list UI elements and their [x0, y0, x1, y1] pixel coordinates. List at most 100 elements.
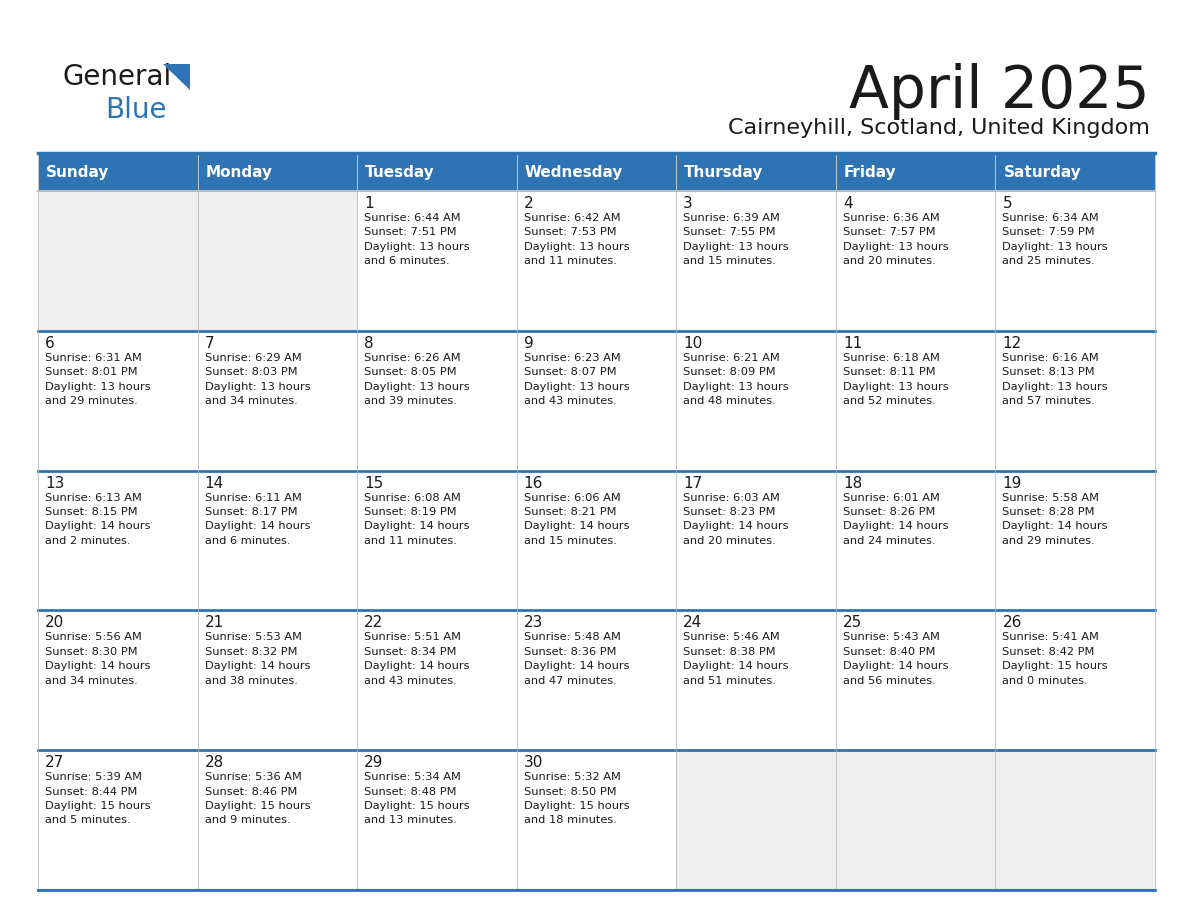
- Text: 11: 11: [842, 336, 862, 351]
- Text: Friday: Friday: [843, 164, 897, 180]
- Bar: [38, 610, 197, 750]
- Text: Sunrise: 5:36 AM
Sunset: 8:46 PM
Daylight: 15 hours
and 9 minutes.: Sunrise: 5:36 AM Sunset: 8:46 PM Dayligh…: [204, 772, 310, 825]
- Text: 8: 8: [365, 336, 374, 351]
- Bar: [38, 330, 197, 471]
- Text: Sunrise: 6:36 AM
Sunset: 7:57 PM
Daylight: 13 hours
and 20 minutes.: Sunrise: 6:36 AM Sunset: 7:57 PM Dayligh…: [842, 213, 948, 266]
- Bar: [358, 191, 517, 330]
- Text: Blue: Blue: [105, 96, 166, 124]
- Text: Monday: Monday: [206, 164, 272, 180]
- Text: 9: 9: [524, 336, 533, 351]
- Bar: [836, 191, 996, 330]
- Text: Sunrise: 6:18 AM
Sunset: 8:11 PM
Daylight: 13 hours
and 52 minutes.: Sunrise: 6:18 AM Sunset: 8:11 PM Dayligh…: [842, 353, 948, 406]
- Text: General: General: [62, 63, 171, 91]
- Text: 25: 25: [842, 615, 862, 631]
- Text: Sunrise: 5:41 AM
Sunset: 8:42 PM
Daylight: 15 hours
and 0 minutes.: Sunrise: 5:41 AM Sunset: 8:42 PM Dayligh…: [1003, 633, 1108, 686]
- Bar: [517, 610, 676, 750]
- Bar: [38, 191, 197, 330]
- Text: Sunrise: 5:46 AM
Sunset: 8:38 PM
Daylight: 14 hours
and 51 minutes.: Sunrise: 5:46 AM Sunset: 8:38 PM Dayligh…: [683, 633, 789, 686]
- Text: Sunrise: 6:03 AM
Sunset: 8:23 PM
Daylight: 14 hours
and 20 minutes.: Sunrise: 6:03 AM Sunset: 8:23 PM Dayligh…: [683, 493, 789, 546]
- Text: 23: 23: [524, 615, 543, 631]
- Text: Sunrise: 6:34 AM
Sunset: 7:59 PM
Daylight: 13 hours
and 25 minutes.: Sunrise: 6:34 AM Sunset: 7:59 PM Dayligh…: [1003, 213, 1108, 266]
- Text: Sunrise: 5:48 AM
Sunset: 8:36 PM
Daylight: 14 hours
and 47 minutes.: Sunrise: 5:48 AM Sunset: 8:36 PM Dayligh…: [524, 633, 630, 686]
- Text: Cairneyhill, Scotland, United Kingdom: Cairneyhill, Scotland, United Kingdom: [728, 118, 1150, 138]
- Text: 13: 13: [45, 476, 64, 490]
- Text: 10: 10: [683, 336, 702, 351]
- Text: 2: 2: [524, 196, 533, 211]
- Polygon shape: [163, 64, 190, 90]
- Text: Sunrise: 5:39 AM
Sunset: 8:44 PM
Daylight: 15 hours
and 5 minutes.: Sunrise: 5:39 AM Sunset: 8:44 PM Dayligh…: [45, 772, 151, 825]
- Text: Sunrise: 6:29 AM
Sunset: 8:03 PM
Daylight: 13 hours
and 34 minutes.: Sunrise: 6:29 AM Sunset: 8:03 PM Dayligh…: [204, 353, 310, 406]
- Text: Sunrise: 5:43 AM
Sunset: 8:40 PM
Daylight: 14 hours
and 56 minutes.: Sunrise: 5:43 AM Sunset: 8:40 PM Dayligh…: [842, 633, 948, 686]
- Bar: [197, 191, 358, 330]
- Text: 19: 19: [1003, 476, 1022, 490]
- Text: Sunrise: 6:44 AM
Sunset: 7:51 PM
Daylight: 13 hours
and 6 minutes.: Sunrise: 6:44 AM Sunset: 7:51 PM Dayligh…: [365, 213, 469, 266]
- Text: Sunrise: 5:56 AM
Sunset: 8:30 PM
Daylight: 14 hours
and 34 minutes.: Sunrise: 5:56 AM Sunset: 8:30 PM Dayligh…: [45, 633, 151, 686]
- Text: 29: 29: [365, 756, 384, 770]
- Text: 17: 17: [683, 476, 702, 490]
- Bar: [38, 471, 197, 610]
- Text: 5: 5: [1003, 196, 1012, 211]
- Text: 21: 21: [204, 615, 223, 631]
- Bar: [358, 330, 517, 471]
- Text: 12: 12: [1003, 336, 1022, 351]
- Bar: [836, 750, 996, 890]
- Text: Sunrise: 5:51 AM
Sunset: 8:34 PM
Daylight: 14 hours
and 43 minutes.: Sunrise: 5:51 AM Sunset: 8:34 PM Dayligh…: [365, 633, 469, 686]
- Text: 24: 24: [683, 615, 702, 631]
- Text: 20: 20: [45, 615, 64, 631]
- Text: Sunrise: 5:32 AM
Sunset: 8:50 PM
Daylight: 15 hours
and 18 minutes.: Sunrise: 5:32 AM Sunset: 8:50 PM Dayligh…: [524, 772, 630, 825]
- Bar: [996, 750, 1155, 890]
- Text: 22: 22: [365, 615, 384, 631]
- Text: Sunrise: 6:06 AM
Sunset: 8:21 PM
Daylight: 14 hours
and 15 minutes.: Sunrise: 6:06 AM Sunset: 8:21 PM Dayligh…: [524, 493, 630, 546]
- Bar: [358, 471, 517, 610]
- Bar: [358, 610, 517, 750]
- Text: 26: 26: [1003, 615, 1022, 631]
- Text: 27: 27: [45, 756, 64, 770]
- Bar: [676, 471, 836, 610]
- Bar: [517, 191, 676, 330]
- Text: 6: 6: [45, 336, 55, 351]
- Bar: [38, 750, 197, 890]
- Bar: [836, 610, 996, 750]
- Bar: [996, 153, 1155, 191]
- Bar: [996, 610, 1155, 750]
- Bar: [197, 750, 358, 890]
- Bar: [358, 153, 517, 191]
- Bar: [836, 471, 996, 610]
- Text: Sunrise: 6:31 AM
Sunset: 8:01 PM
Daylight: 13 hours
and 29 minutes.: Sunrise: 6:31 AM Sunset: 8:01 PM Dayligh…: [45, 353, 151, 406]
- Bar: [197, 471, 358, 610]
- Text: Thursday: Thursday: [684, 164, 764, 180]
- Text: Sunrise: 6:13 AM
Sunset: 8:15 PM
Daylight: 14 hours
and 2 minutes.: Sunrise: 6:13 AM Sunset: 8:15 PM Dayligh…: [45, 493, 151, 546]
- Text: April 2025: April 2025: [849, 63, 1150, 120]
- Text: 16: 16: [524, 476, 543, 490]
- Text: 28: 28: [204, 756, 223, 770]
- Text: Sunrise: 6:08 AM
Sunset: 8:19 PM
Daylight: 14 hours
and 11 minutes.: Sunrise: 6:08 AM Sunset: 8:19 PM Dayligh…: [365, 493, 469, 546]
- Text: 15: 15: [365, 476, 384, 490]
- Text: Sunrise: 5:53 AM
Sunset: 8:32 PM
Daylight: 14 hours
and 38 minutes.: Sunrise: 5:53 AM Sunset: 8:32 PM Dayligh…: [204, 633, 310, 686]
- Bar: [197, 153, 358, 191]
- Text: Saturday: Saturday: [1004, 164, 1081, 180]
- Bar: [996, 330, 1155, 471]
- Text: Sunrise: 6:16 AM
Sunset: 8:13 PM
Daylight: 13 hours
and 57 minutes.: Sunrise: 6:16 AM Sunset: 8:13 PM Dayligh…: [1003, 353, 1108, 406]
- Bar: [517, 153, 676, 191]
- Text: Sunrise: 6:01 AM
Sunset: 8:26 PM
Daylight: 14 hours
and 24 minutes.: Sunrise: 6:01 AM Sunset: 8:26 PM Dayligh…: [842, 493, 948, 546]
- Text: 18: 18: [842, 476, 862, 490]
- Text: 7: 7: [204, 336, 214, 351]
- Bar: [358, 750, 517, 890]
- Text: Sunrise: 5:34 AM
Sunset: 8:48 PM
Daylight: 15 hours
and 13 minutes.: Sunrise: 5:34 AM Sunset: 8:48 PM Dayligh…: [365, 772, 469, 825]
- Bar: [197, 330, 358, 471]
- Bar: [996, 191, 1155, 330]
- Bar: [676, 153, 836, 191]
- Text: Wednesday: Wednesday: [525, 164, 623, 180]
- Text: 1: 1: [365, 196, 374, 211]
- Text: Sunrise: 6:11 AM
Sunset: 8:17 PM
Daylight: 14 hours
and 6 minutes.: Sunrise: 6:11 AM Sunset: 8:17 PM Dayligh…: [204, 493, 310, 546]
- Bar: [517, 471, 676, 610]
- Text: 30: 30: [524, 756, 543, 770]
- Text: Sunrise: 6:42 AM
Sunset: 7:53 PM
Daylight: 13 hours
and 11 minutes.: Sunrise: 6:42 AM Sunset: 7:53 PM Dayligh…: [524, 213, 630, 266]
- Bar: [676, 330, 836, 471]
- Bar: [517, 750, 676, 890]
- Text: Sunrise: 6:39 AM
Sunset: 7:55 PM
Daylight: 13 hours
and 15 minutes.: Sunrise: 6:39 AM Sunset: 7:55 PM Dayligh…: [683, 213, 789, 266]
- Text: Sunrise: 6:26 AM
Sunset: 8:05 PM
Daylight: 13 hours
and 39 minutes.: Sunrise: 6:26 AM Sunset: 8:05 PM Dayligh…: [365, 353, 469, 406]
- Text: 4: 4: [842, 196, 853, 211]
- Bar: [676, 610, 836, 750]
- Bar: [836, 330, 996, 471]
